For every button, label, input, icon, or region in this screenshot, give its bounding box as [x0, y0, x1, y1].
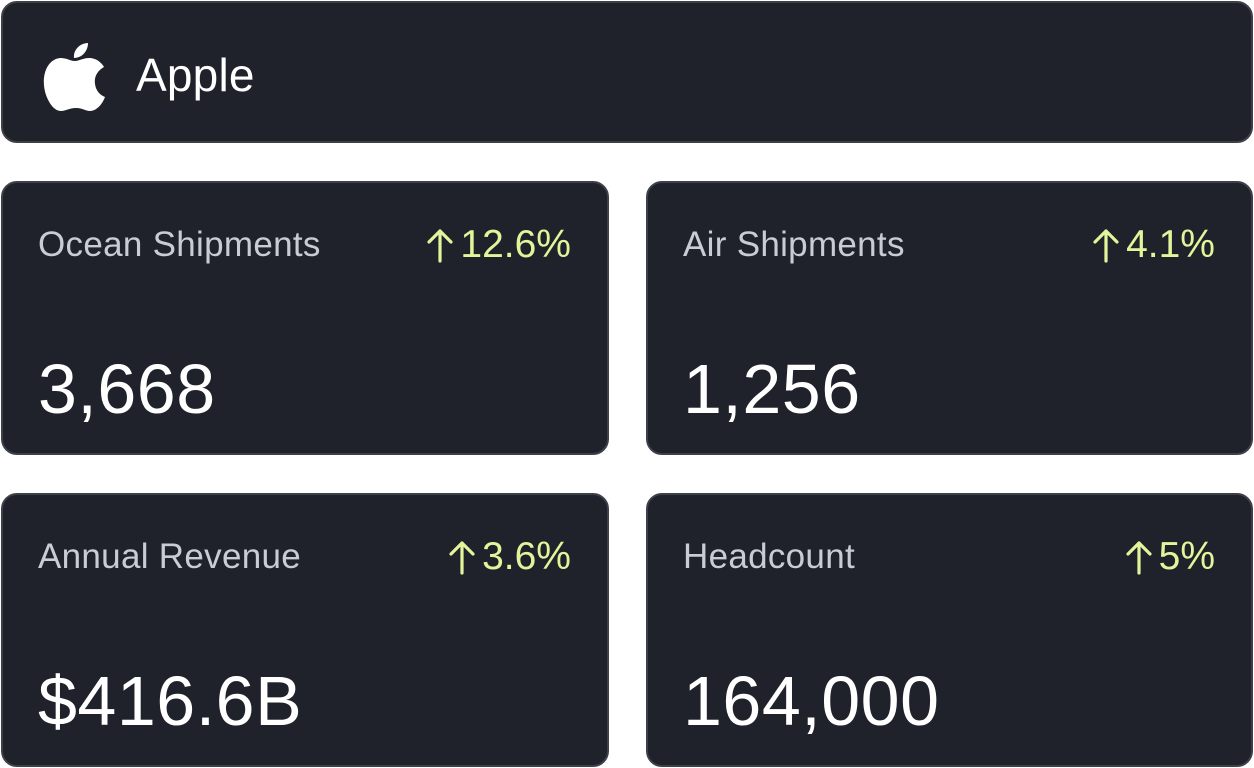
stat-card-ocean-shipments: Ocean Shipments 12.6% 3,668 [1, 181, 609, 455]
stat-card-annual-revenue: Annual Revenue 3.6% $416.6B [1, 493, 609, 767]
stat-change: 4.1% [1092, 225, 1215, 265]
arrow-up-icon [449, 541, 475, 575]
stat-card-air-shipments: Air Shipments 4.1% 1,256 [646, 181, 1253, 455]
stat-card-headcount: Headcount 5% 164,000 [646, 493, 1253, 767]
stat-value: 3,668 [38, 350, 216, 428]
stat-value: $416.6B [38, 662, 303, 740]
company-header: Apple [1, 1, 1253, 143]
stat-label: Headcount [683, 537, 855, 576]
arrow-up-icon [427, 229, 454, 263]
stat-label: Annual Revenue [38, 537, 302, 576]
stat-change: 12.6% [426, 225, 571, 265]
stat-change: 3.6% [448, 537, 571, 577]
stat-value: 1,256 [683, 350, 861, 428]
arrow-up-icon [1093, 229, 1119, 263]
stat-change-value: 4.1% [1126, 223, 1215, 266]
stat-change-value: 12.6% [460, 223, 571, 266]
stat-change-value: 3.6% [482, 535, 571, 578]
stat-change: 5% [1125, 537, 1215, 577]
stat-value: 164,000 [683, 662, 940, 740]
company-name: Apple [136, 49, 255, 101]
arrow-up-icon [1126, 541, 1152, 575]
apple-logo-icon [43, 43, 105, 111]
stat-label: Ocean Shipments [38, 225, 321, 264]
stat-change-value: 5% [1158, 535, 1215, 578]
stat-label: Air Shipments [683, 225, 905, 264]
